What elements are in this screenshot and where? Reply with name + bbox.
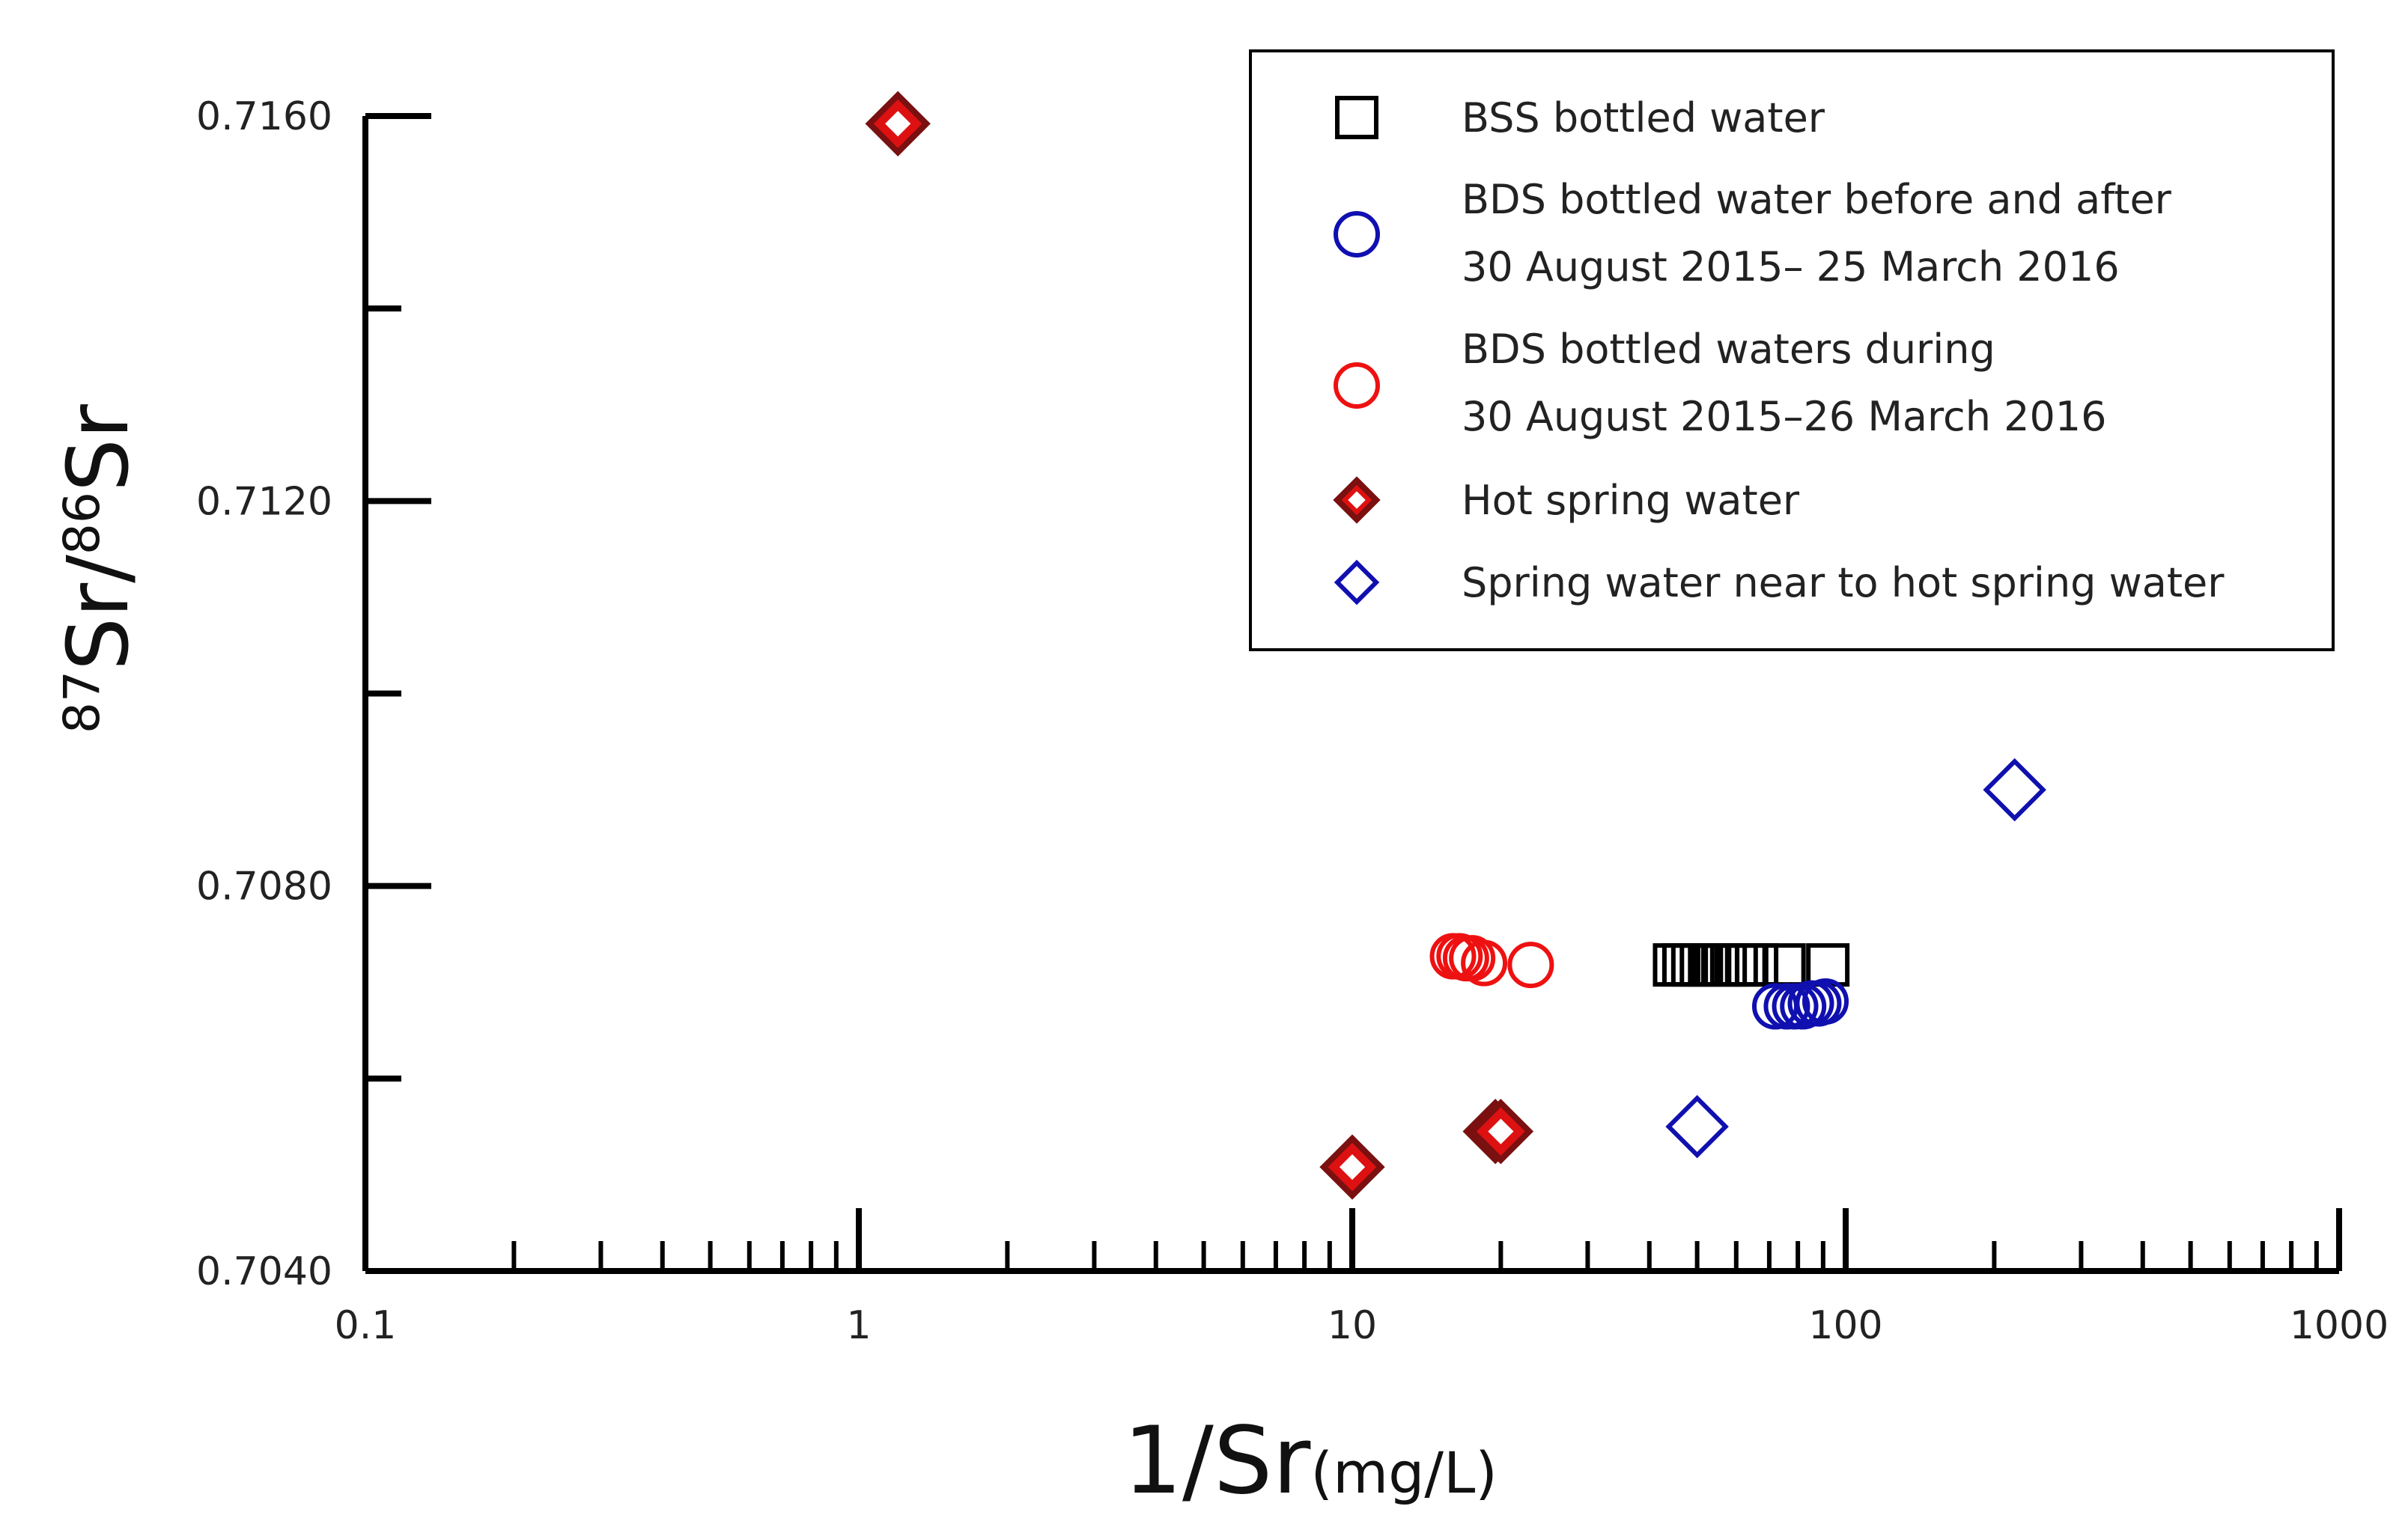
legend-box [1249,49,2335,651]
y-tick-label: 0.7120 [196,479,332,524]
x-tick-label: 1000 [2290,1303,2389,1348]
legend-label: Spring water near to hot spring water [1462,559,2225,606]
legend-symbol [1334,559,1380,606]
series-5 [1665,758,2046,1159]
x-axis-title: 1/Sr(mg/L) [1123,1407,1498,1515]
data-point [1665,1094,1729,1159]
data-point [1461,939,1508,987]
data-point-core [1339,1154,1366,1180]
y-axis-title-text2: Sr [50,403,148,492]
y-axis-title-text1: Sr/ [50,555,148,671]
legend-symbol [1335,96,1378,139]
x-tick-label: 10 [1328,1303,1377,1348]
x-axis-title-main: 1/Sr [1123,1407,1310,1515]
legend: BSS bottled water BDS bottled water befor… [1249,49,2335,651]
data-point-core [885,111,911,137]
y-tick-label: 0.7160 [196,94,332,139]
legend-label: 30 August 2015– 25 March 2016 [1462,243,2120,290]
legend-symbol [1334,211,1380,257]
legend-symbol-core [1348,491,1366,509]
series-2 [1751,978,1849,1030]
x-tick-label: 1 [846,1303,871,1348]
series-4 [865,91,1534,1200]
y-axis-title: 87Sr/86Sr [50,403,148,734]
legend-symbol [1334,362,1380,409]
x-tick-label: 100 [1808,1303,1882,1348]
data-point-core [1488,1118,1514,1145]
series-1 [1653,943,1850,987]
y-axis-title-sup1: 87 [53,671,111,734]
y-tick-label: 0.7080 [196,865,332,909]
legend-label: 30 August 2015–26 March 2016 [1462,393,2107,440]
data-point [1735,943,1779,987]
data-point [1802,978,1849,1025]
data-marks-layer [865,91,2046,1200]
data-point [1507,942,1554,989]
legend-label: BDS bottled waters during [1462,326,1995,373]
legend-label: BSS bottled water [1462,94,1825,141]
axis-titles: 1/Sr(mg/L) 87Sr/86Sr [50,403,1498,1515]
data-point [1762,943,1806,987]
y-axis-title-sup2: 86 [53,492,111,555]
y-tick-label: 0.7040 [196,1249,332,1294]
x-axis-title-unit: (mg/L) [1310,1439,1498,1506]
legend-label: Hot spring water [1462,477,1800,524]
data-point [1983,758,2046,822]
axes-layer: 0.1 1 10 100 1000 0.7040 0.7080 0.7120 0.7160 [196,94,2389,1348]
series-3 [1429,933,1554,989]
x-tick-label: 0.1 [335,1303,397,1348]
legend-label: BDS bottled water before and after [1462,176,2172,223]
